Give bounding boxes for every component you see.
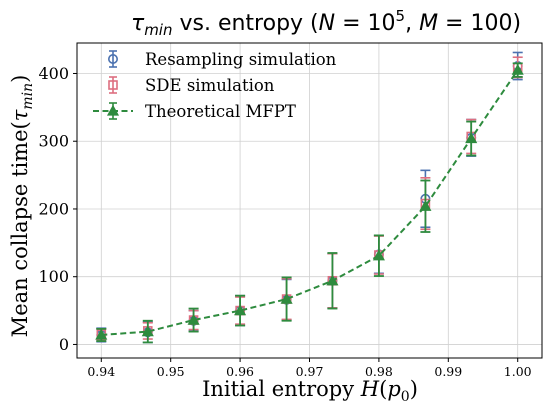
series-triangle — [95, 62, 524, 344]
x-axis-label: Initial entropy H(p0) — [202, 377, 418, 405]
legend-label: Resampling simulation — [145, 50, 337, 69]
data-point — [234, 304, 247, 316]
legend-item: SDE simulation — [108, 76, 275, 95]
legend-label: SDE simulation — [145, 76, 275, 95]
x-tick-label: 0.98 — [365, 364, 393, 379]
legend-label: Theoretical MFPT — [145, 102, 296, 121]
x-tick-label: 0.95 — [157, 364, 185, 379]
legend-marker — [108, 53, 119, 64]
x-tick-label: 0.96 — [226, 364, 254, 379]
y-tick-label: 300 — [38, 132, 69, 151]
legend-item: Theoretical MFPT — [93, 102, 296, 121]
series-line — [101, 69, 519, 336]
data-point — [280, 292, 293, 304]
data-point — [187, 313, 200, 325]
data-point — [326, 274, 339, 286]
x-tick-label: 0.97 — [296, 364, 324, 379]
y-tick-label: 400 — [38, 64, 69, 83]
y-tick-label: 100 — [38, 267, 69, 286]
y-tick-label: 200 — [38, 199, 69, 218]
x-tick-label: 0.99 — [434, 364, 462, 379]
plot-area: 0.94 0.95 0.96 0.97 0.98 0.99 1.00 0 100 200 300 40… — [38, 42, 543, 379]
chart-title: τmin vs. entropy (N = 105, M = 100) — [131, 7, 521, 39]
data-point — [95, 328, 108, 340]
data-point — [419, 200, 432, 211]
data-point — [511, 63, 524, 75]
y-tick-label: 0 — [59, 335, 69, 354]
x-tick-label: 1.00 — [504, 364, 532, 379]
legend-marker — [108, 80, 118, 90]
data-point — [372, 249, 385, 261]
legend-marker — [106, 104, 120, 116]
data-point — [141, 325, 154, 337]
legend: Resampling simulation SDE simulation Theor… — [93, 50, 337, 121]
data-point — [465, 132, 478, 144]
x-tick-label: 0.94 — [87, 364, 115, 379]
y-axis-label: Mean collapse time(τmin) — [8, 75, 36, 338]
legend-item: Resampling simulation — [108, 50, 337, 69]
